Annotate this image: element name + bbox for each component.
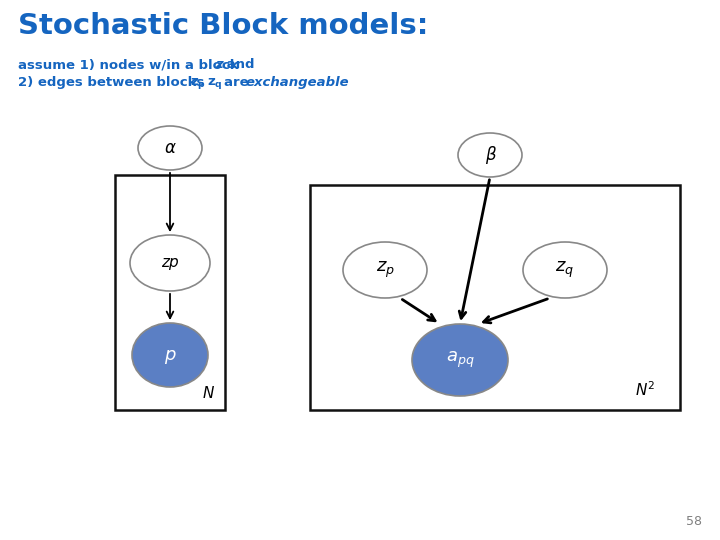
- Text: β: β: [485, 146, 495, 164]
- Text: $\mathbf{z_p}$: $\mathbf{z_p}$: [190, 76, 206, 91]
- Bar: [115, 175, 225, 410]
- Text: exchangeable: exchangeable: [246, 76, 350, 89]
- Bar: [310, 185, 680, 410]
- Text: $\mathit{a}_{pq}$: $\mathit{a}_{pq}$: [446, 350, 474, 370]
- Text: are: are: [224, 76, 253, 89]
- Ellipse shape: [412, 324, 508, 396]
- Ellipse shape: [523, 242, 607, 298]
- Text: zp: zp: [161, 255, 179, 271]
- Text: $\mathit{N}^2$: $\mathit{N}^2$: [635, 381, 655, 400]
- Text: assume 1) nodes w/in a block: assume 1) nodes w/in a block: [18, 58, 243, 71]
- Ellipse shape: [132, 323, 208, 387]
- Ellipse shape: [130, 235, 210, 291]
- Text: 58: 58: [686, 515, 702, 528]
- Text: $\mathit{z}_p$: $\mathit{z}_p$: [376, 260, 395, 280]
- Ellipse shape: [138, 126, 202, 170]
- Text: $\mathit{z}_q$: $\mathit{z}_q$: [555, 260, 575, 280]
- Text: α: α: [164, 139, 176, 157]
- Text: z: z: [215, 58, 222, 71]
- Text: Stochastic Block models:: Stochastic Block models:: [18, 12, 428, 40]
- Ellipse shape: [343, 242, 427, 298]
- Text: p: p: [164, 346, 176, 364]
- Text: $\mathit{N}$: $\mathit{N}$: [202, 385, 215, 401]
- Ellipse shape: [458, 133, 522, 177]
- Text: and: and: [222, 58, 254, 71]
- Text: 2) edges between blocks: 2) edges between blocks: [18, 76, 209, 89]
- Text: $\mathbf{z_q}$: $\mathbf{z_q}$: [207, 76, 222, 91]
